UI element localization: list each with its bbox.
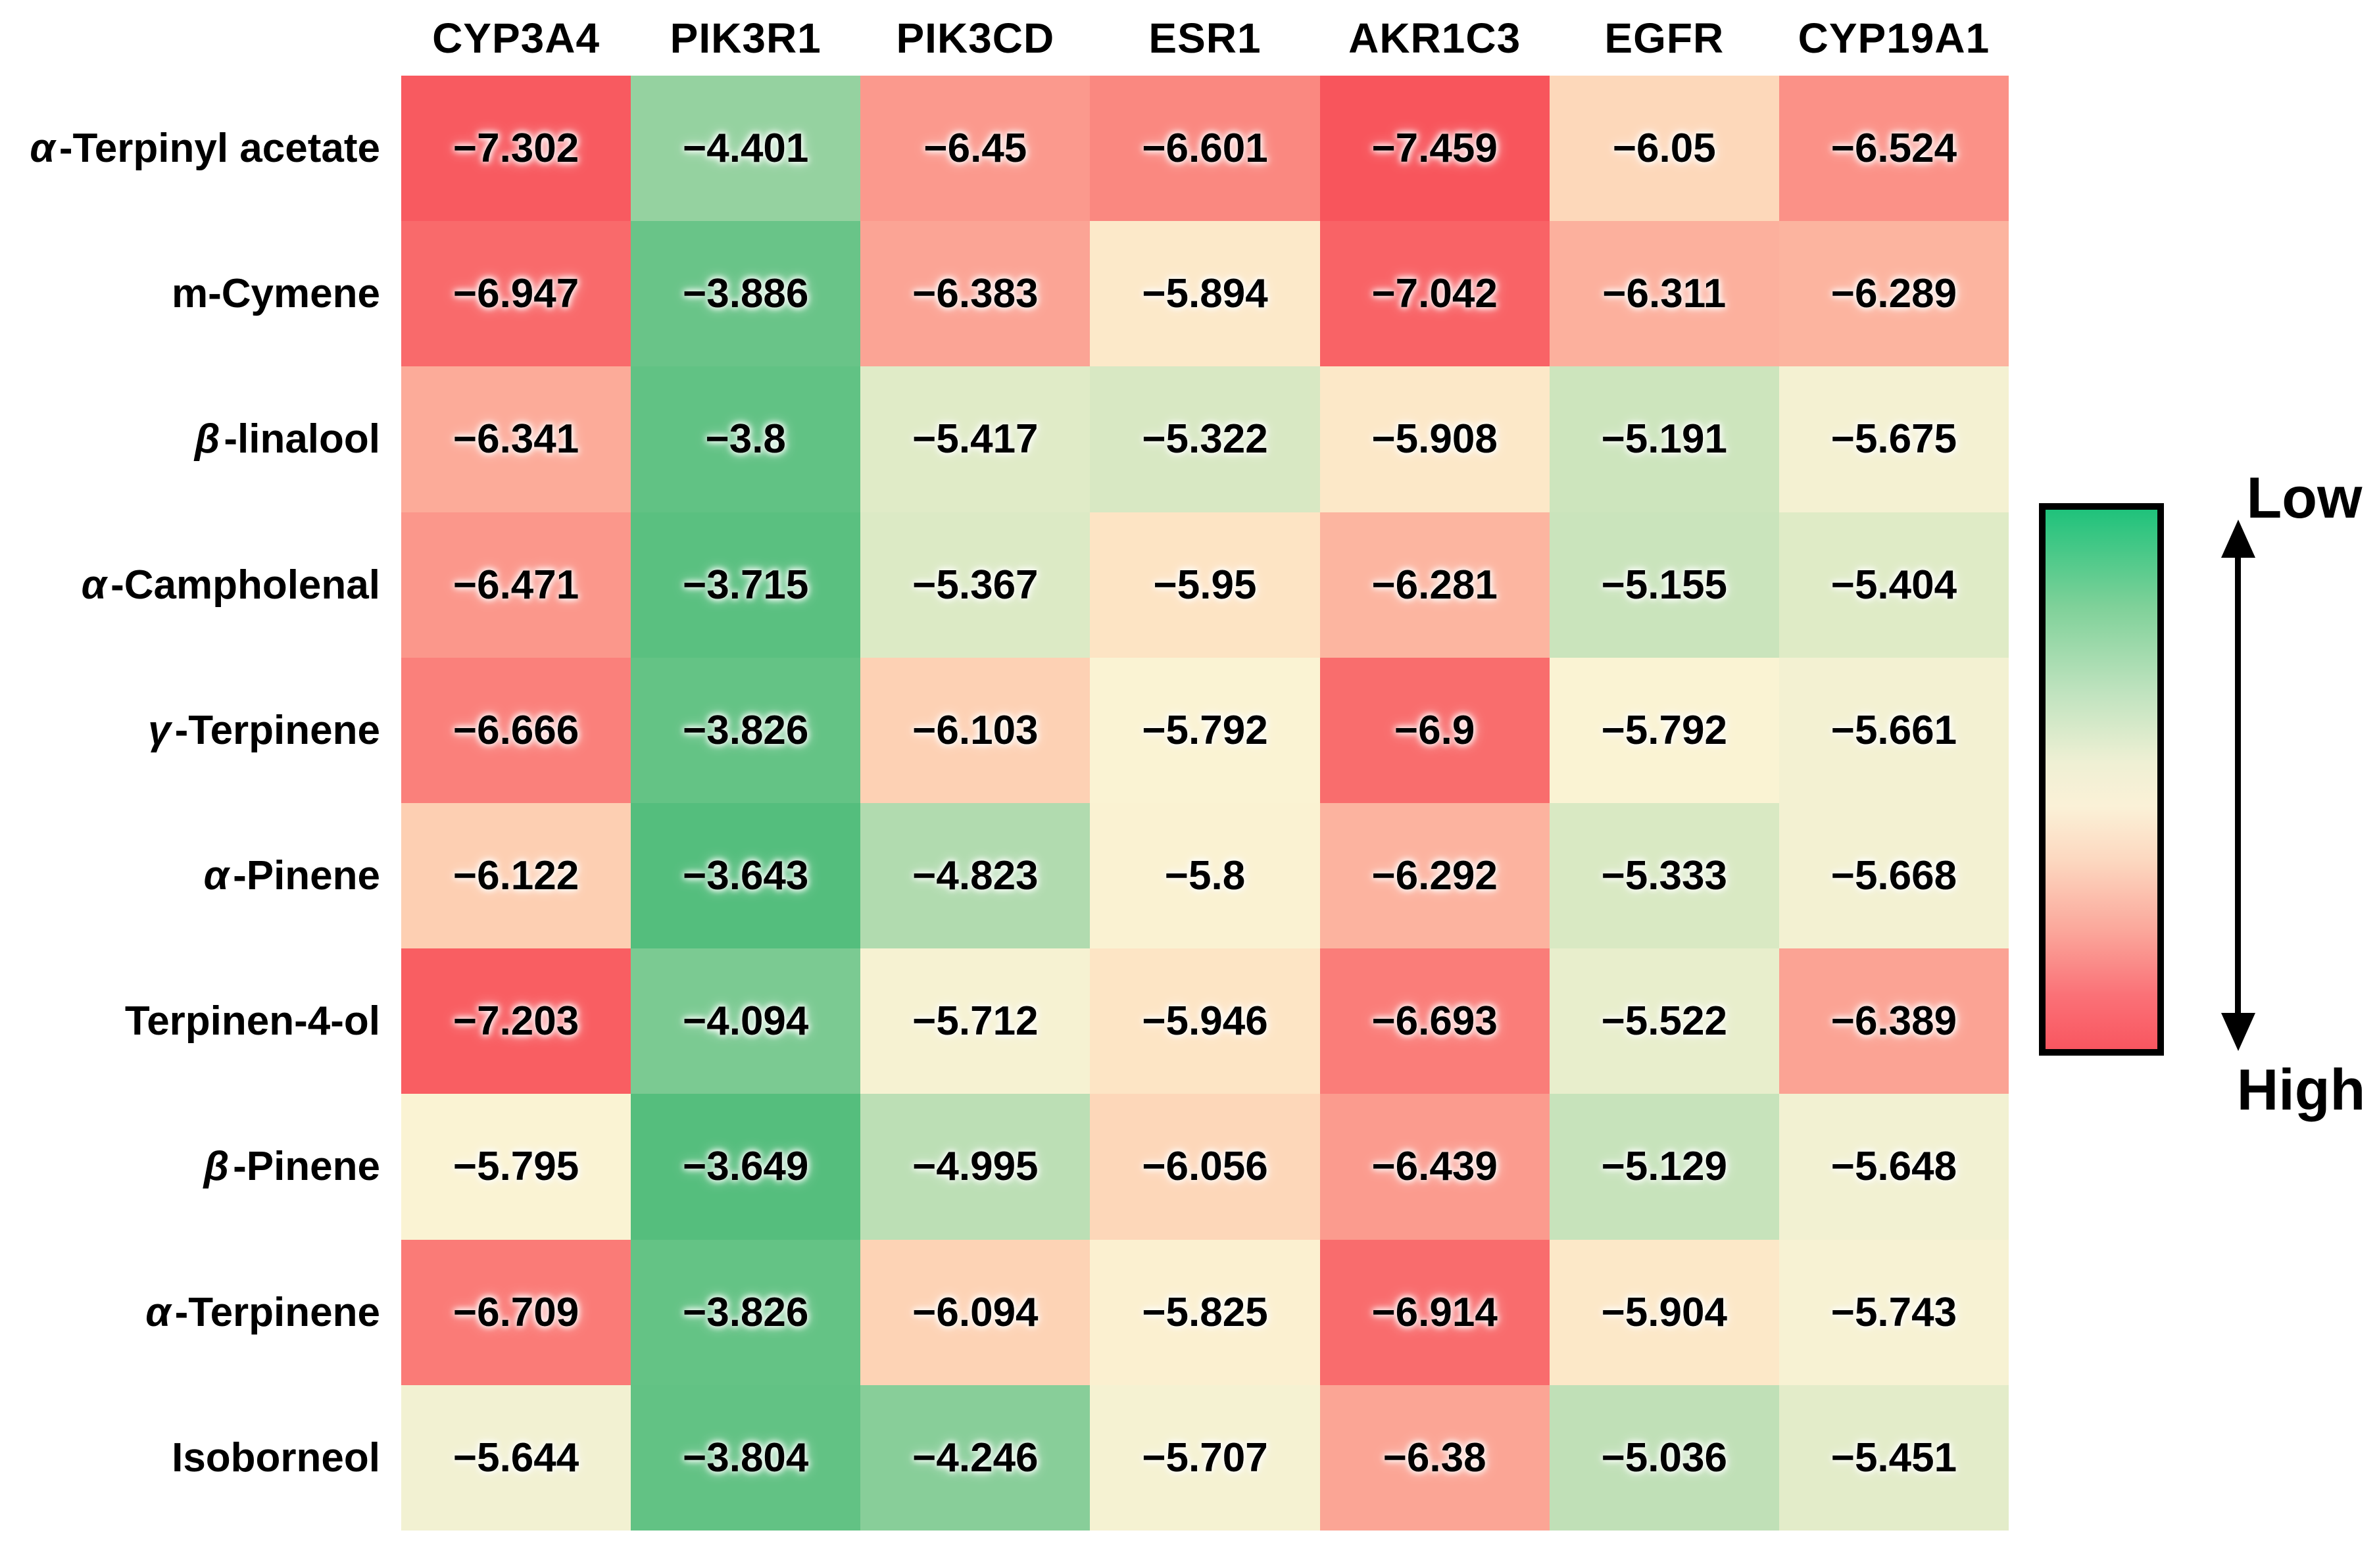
row-label: m-Cymene [172,271,380,317]
heatmap-cell: −6.122 [401,802,631,949]
arrow-up-head [2221,520,2255,558]
column-headers: CYP3A4 PIK3R1 PIK3CD ESR1 AKR1C3 EGFR CYP19A1 [401,0,2009,76]
heatmap-cell: −6.289 [1778,221,2009,367]
column-header: PIK3R1 [670,14,822,62]
heatmap-cell: −6.103 [860,657,1091,803]
heatmap-cell: −6.693 [1319,948,1550,1094]
heatmap-cell: −6.383 [860,221,1091,367]
column-header: ESR1 [1148,14,1262,62]
heatmap-cell: −5.946 [1090,948,1320,1094]
heatmap-cell: −3.8 [631,366,861,512]
heatmap-grid: −7.302 −4.401 −6.45 −6.601 −7.459 −6.05 −6.524… [401,76,2009,1531]
heatmap-cell: −6.709 [401,1239,631,1385]
heatmap-cell: −5.451 [1778,1384,2009,1531]
heatmap-cell: −5.668 [1778,802,2009,949]
heatmap-cell: −6.9 [1319,657,1550,803]
row-label: β -Pinene [203,1144,380,1190]
heatmap-cell: −6.914 [1319,1239,1550,1385]
heatmap-cell: −6.389 [1778,948,2009,1094]
row-label: α -Campholenal [81,562,380,608]
heatmap-cell: −5.036 [1549,1384,1779,1531]
legend-high-label: High [2236,1057,2366,1122]
heatmap-cell: −7.302 [401,76,631,222]
heatmap-cell: −7.203 [401,948,631,1094]
heatmap-cell: −5.825 [1090,1239,1320,1385]
heatmap-cell: −6.281 [1319,512,1550,658]
heatmap-cell: −6.05 [1549,76,1779,222]
heatmap-cell: −6.947 [401,221,631,367]
column-header: CYP3A4 [432,14,601,62]
heatmap-cell: −3.643 [631,802,861,949]
heatmap-cell: −5.129 [1549,1094,1779,1240]
heatmap-cell: −5.648 [1778,1094,2009,1240]
heatmap-cell: −5.322 [1090,366,1320,512]
column-header: PIK3CD [896,14,1055,62]
column-header: CYP19A1 [1798,14,1990,62]
heatmap-cell: −5.155 [1549,512,1779,658]
heatmap-cell: −4.995 [860,1094,1091,1240]
heatmap-cell: −6.094 [860,1239,1091,1385]
heatmap-cell: −7.459 [1319,76,1550,222]
heatmap-cell: −3.715 [631,512,861,658]
heatmap-cell: −3.826 [631,1239,861,1385]
heatmap-cell: −7.042 [1319,221,1550,367]
heatmap-cell: −5.191 [1549,366,1779,512]
heatmap-cell: −5.661 [1778,657,2009,803]
column-header: AKR1C3 [1348,14,1521,62]
row-label: γ -Terpinene [148,707,380,753]
column-header: EGFR [1604,14,1725,62]
heatmap-cell: −6.311 [1549,221,1779,367]
arrow-line [2235,556,2241,1016]
heatmap-cell: −6.38 [1319,1384,1550,1531]
heatmap-cell: −3.886 [631,221,861,367]
heatmap-cell: −5.908 [1319,366,1550,512]
heatmap-cell: −3.649 [631,1094,861,1240]
legend-gradient-bar [2039,503,2164,1056]
legend-low-label: Low [2246,465,2363,530]
heatmap-cell: −3.826 [631,657,861,803]
heatmap-cell: −5.404 [1778,512,2009,658]
row-label: α -Pinene [203,853,380,899]
heatmap-cell: −5.795 [401,1094,631,1240]
row-label: β -linalool [194,416,380,462]
heatmap-cell: −5.8 [1090,802,1320,949]
row-label: Isoborneol [172,1434,380,1481]
heatmap-cell: −5.792 [1090,657,1320,803]
heatmap-cell: −5.522 [1549,948,1779,1094]
heatmap-cell: −6.45 [860,76,1091,222]
heatmap-cell: −4.094 [631,948,861,1094]
arrow-down-head [2221,1013,2255,1051]
heatmap-cell: −5.675 [1778,366,2009,512]
heatmap-cell: −6.341 [401,366,631,512]
heatmap-cell: −5.95 [1090,512,1320,658]
heatmap-cell: −4.401 [631,76,861,222]
heatmap-cell: −5.417 [860,366,1091,512]
heatmap-cell: −5.644 [401,1384,631,1531]
row-label: α -Terpinene [145,1289,380,1335]
heatmap-cell: −6.524 [1778,76,2009,222]
heatmap-cell: −5.743 [1778,1239,2009,1385]
heatmap-cell: −5.792 [1549,657,1779,803]
heatmap-cell: −6.471 [401,512,631,658]
heatmap-cell: −3.804 [631,1384,861,1531]
heatmap-cell: −6.666 [401,657,631,803]
heatmap-cell: −5.904 [1549,1239,1779,1385]
heatmap-cell: −6.601 [1090,76,1320,222]
heatmap-cell: −5.333 [1549,802,1779,949]
heatmap-cell: −5.712 [860,948,1091,1094]
heatmap-cell: −6.056 [1090,1094,1320,1240]
row-label: α -Terpinyl acetate [30,126,380,172]
heatmap-cell: −6.292 [1319,802,1550,949]
row-label: Terpinen-4-ol [124,998,380,1044]
heatmap-cell: −4.823 [860,802,1091,949]
heatmap-cell: −5.894 [1090,221,1320,367]
heatmap-cell: −5.707 [1090,1384,1320,1531]
heatmap-cell: −5.367 [860,512,1091,658]
row-labels: α -Terpinyl acetate m-Cymene β -linalool α -Ca… [0,76,391,1531]
heatmap-cell: −4.246 [860,1384,1091,1531]
heatmap-cell: −6.439 [1319,1094,1550,1240]
